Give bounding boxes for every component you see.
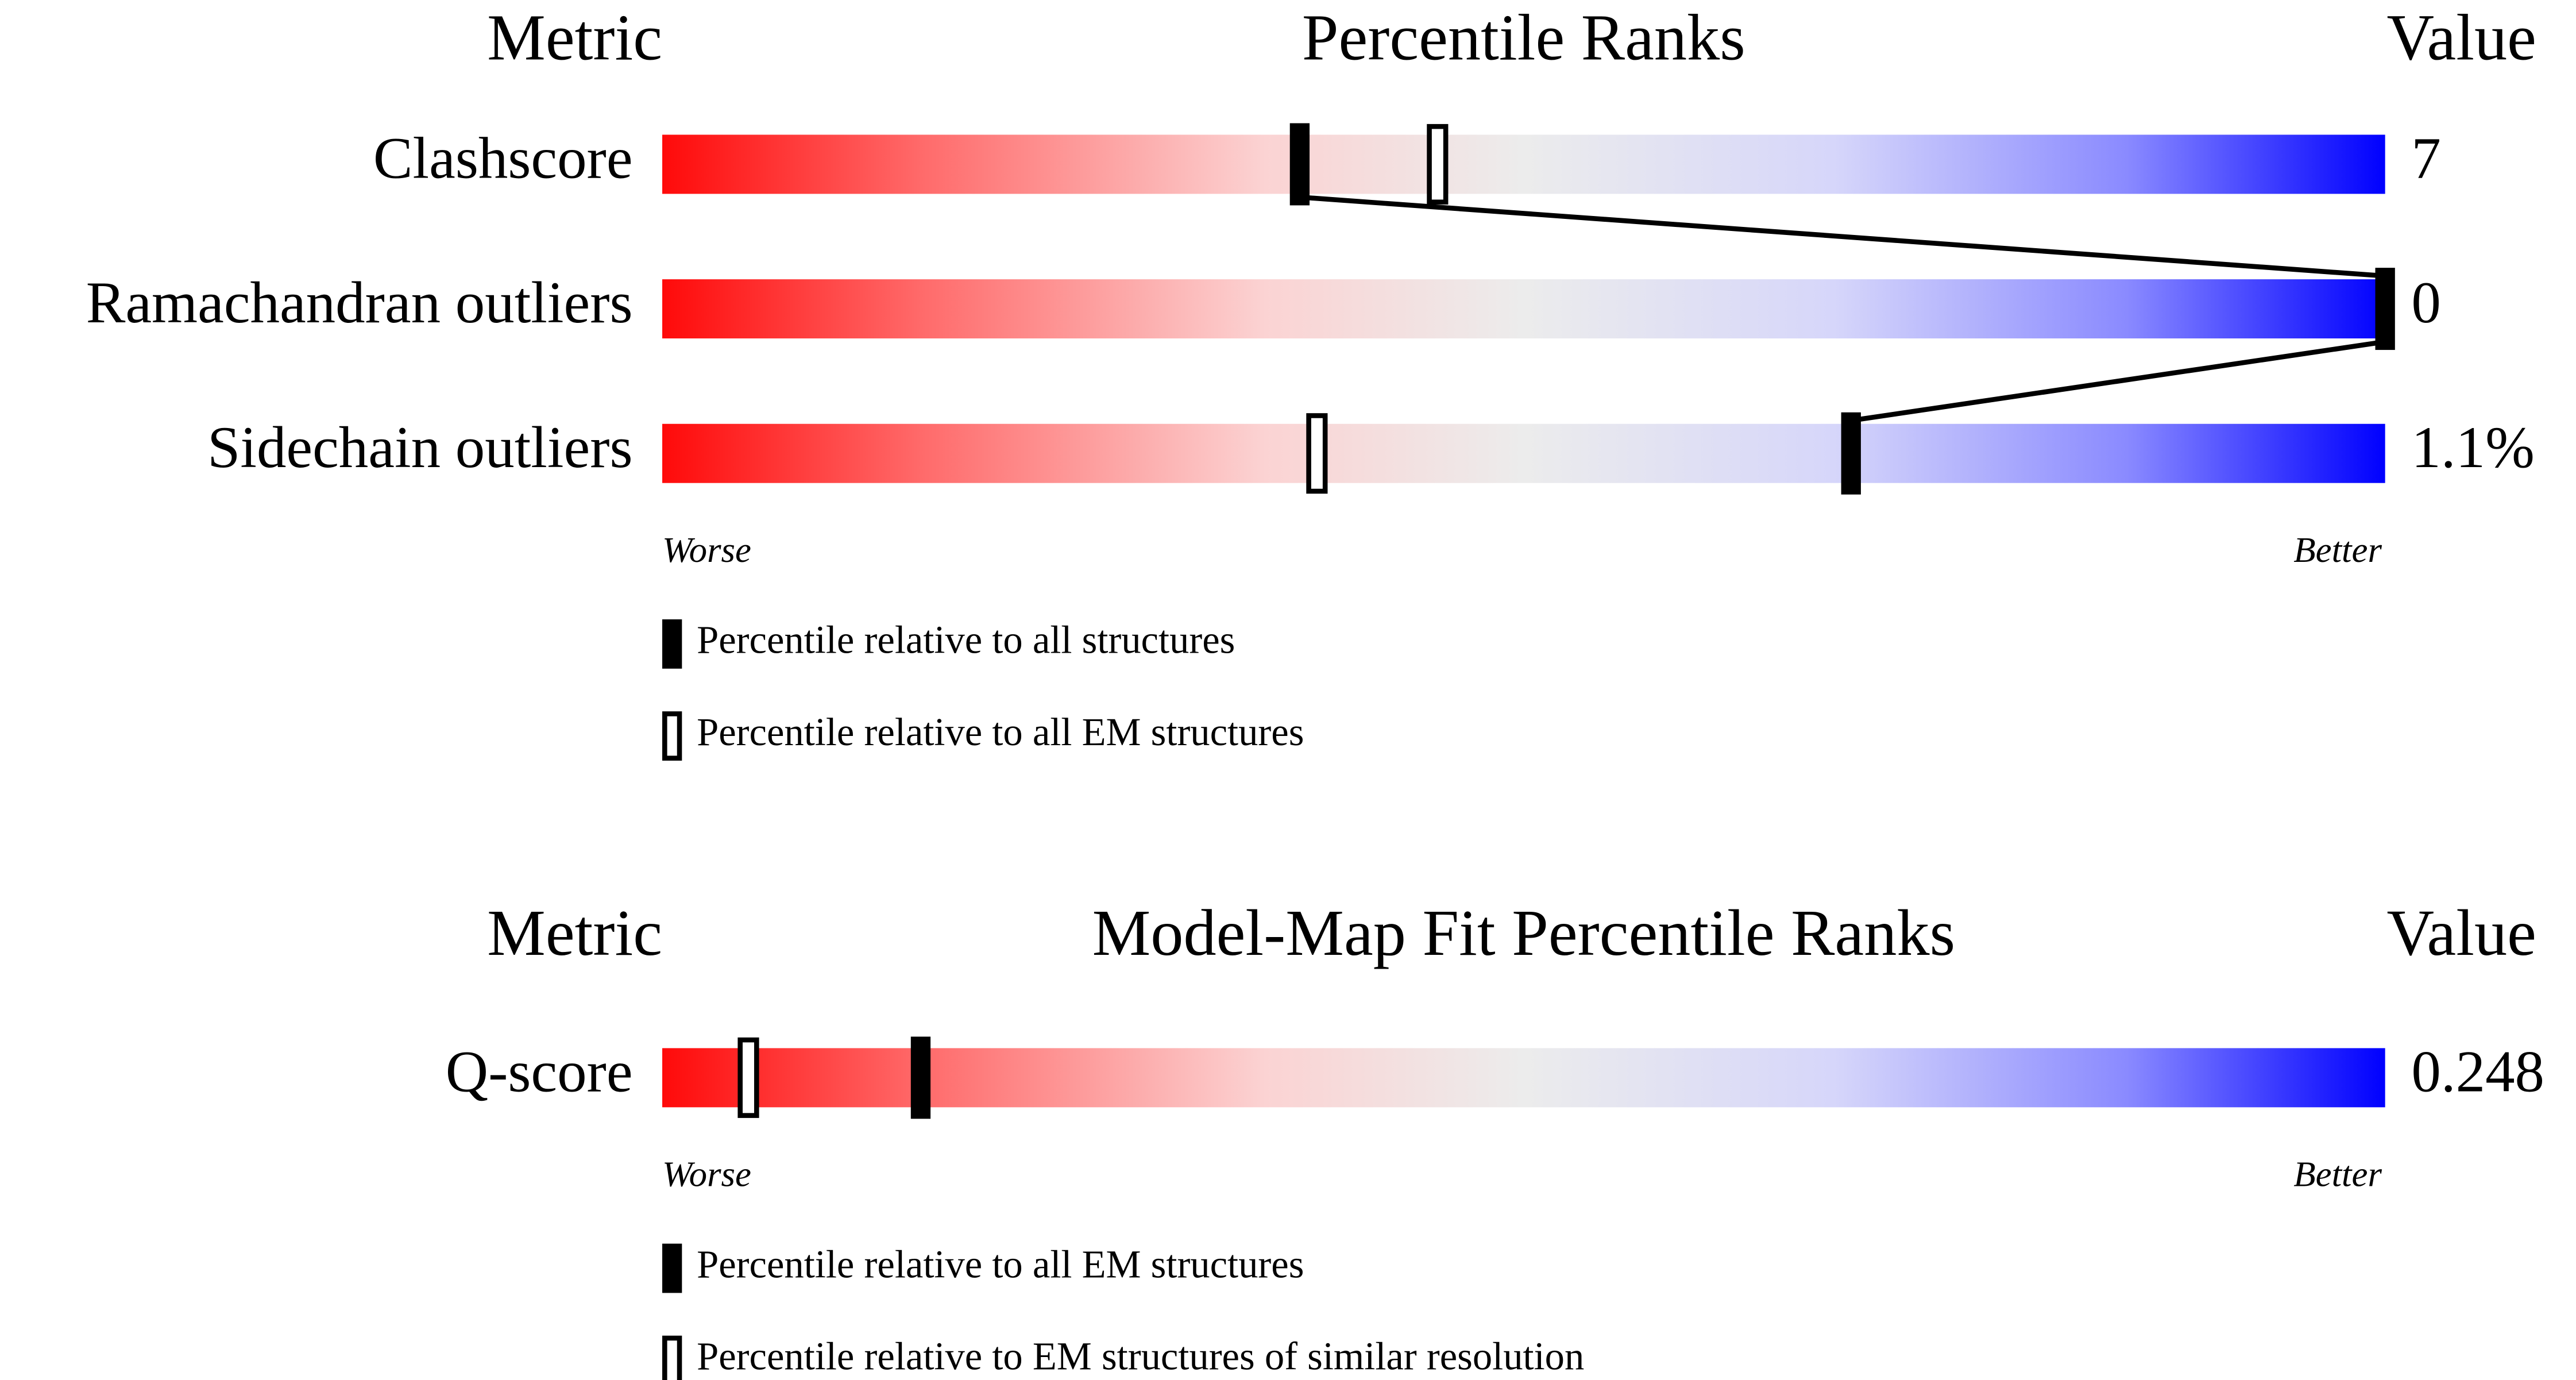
legend-label: Percentile relative to all EM structures xyxy=(697,1242,1304,1286)
metric-label: Clashscore xyxy=(373,126,633,191)
legend-label: Percentile relative to all structures xyxy=(697,618,1235,662)
metric-value: 0 xyxy=(2411,270,2440,336)
percentile-marker xyxy=(1289,123,1310,206)
chart-title: Percentile Ranks xyxy=(1302,1,1745,74)
worse-label: Worse xyxy=(662,530,751,570)
metric-label: Ramachandran outliers xyxy=(86,270,633,336)
worse-label: Worse xyxy=(662,1154,751,1194)
gradient-bar xyxy=(662,134,2385,194)
legend-label: Percentile relative to all EM structures xyxy=(697,710,1304,754)
metric-header: Metric xyxy=(487,896,662,969)
legend-swatch xyxy=(662,619,682,669)
metric-label: Sidechain outliers xyxy=(207,415,632,480)
legend-swatch xyxy=(662,1335,682,1380)
percentile-marker xyxy=(910,1036,931,1119)
value-header: Value xyxy=(2387,896,2536,969)
metric-value: 0.248 xyxy=(2411,1039,2544,1104)
legend-swatch xyxy=(662,1243,682,1293)
percentile-marker-open xyxy=(737,1037,759,1118)
percentile-marker-open xyxy=(1306,413,1328,494)
metric-value: 7 xyxy=(2411,126,2440,191)
connector-line xyxy=(1299,194,2385,279)
metric-value: 1.1% xyxy=(2411,415,2534,480)
chart-title: Model-Map Fit Percentile Ranks xyxy=(1092,896,1956,969)
gradient-bar xyxy=(662,423,2385,483)
metric-header: Metric xyxy=(487,1,662,74)
percentile-marker xyxy=(2375,268,2395,350)
better-label: Better xyxy=(2293,1154,2382,1194)
better-label: Better xyxy=(2293,530,2382,570)
percentile-marker-open xyxy=(1427,124,1449,205)
gradient-bar xyxy=(662,1048,2385,1108)
value-header: Value xyxy=(2387,1,2536,74)
connector-line xyxy=(1851,339,2386,423)
legend-label: Percentile relative to EM structures of … xyxy=(697,1334,1584,1378)
gradient-bar xyxy=(662,279,2385,339)
percentile-marker xyxy=(1841,412,1861,495)
metric-label: Q-score xyxy=(446,1039,633,1104)
legend-swatch xyxy=(662,711,682,761)
